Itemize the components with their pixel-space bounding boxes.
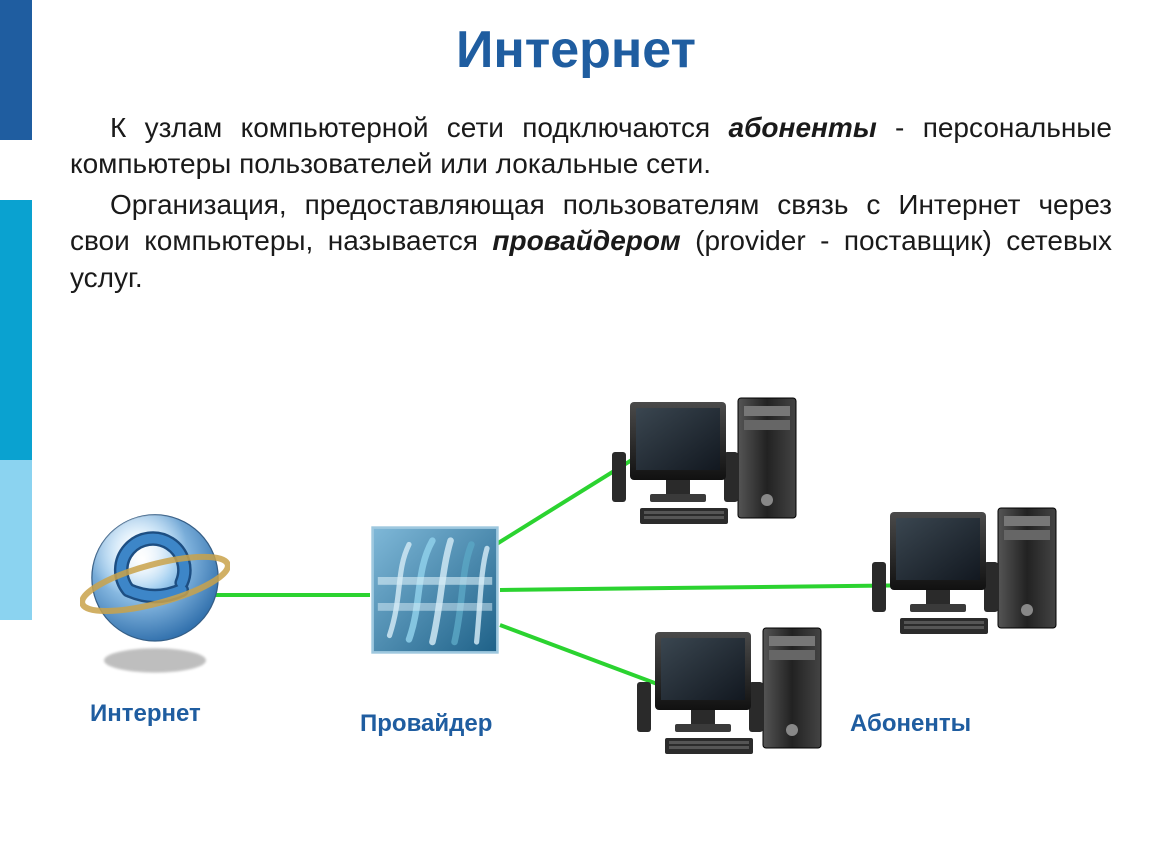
p1-emph: абоненты	[729, 112, 877, 143]
p1-pre: К узлам компьютерной сети подключаются	[110, 112, 729, 143]
p2-emph: провайдером	[492, 225, 680, 256]
stripe-segment	[0, 460, 32, 620]
stripe-segment	[0, 140, 32, 200]
page-title: Интернет	[0, 20, 1152, 80]
stripe-segment	[0, 200, 32, 460]
paragraph-1: К узлам компьютерной сети подключаются а…	[70, 110, 1112, 183]
subscriber-pc-icon	[635, 620, 835, 760]
subscriber-pc-icon	[870, 500, 1070, 640]
body-text: К узлам компьютерной сети подключаются а…	[70, 110, 1112, 296]
edge-provider-pc3	[500, 585, 930, 590]
subscriber-pc-icon	[610, 390, 810, 530]
label-internet: Интернет	[90, 700, 201, 728]
paragraph-2: Организация, предоставляющая пользовател…	[70, 187, 1112, 296]
label-subscribers: Абоненты	[850, 710, 971, 738]
label-provider: Провайдер	[360, 710, 492, 738]
internet-icon	[80, 505, 230, 675]
provider-icon	[370, 525, 500, 655]
